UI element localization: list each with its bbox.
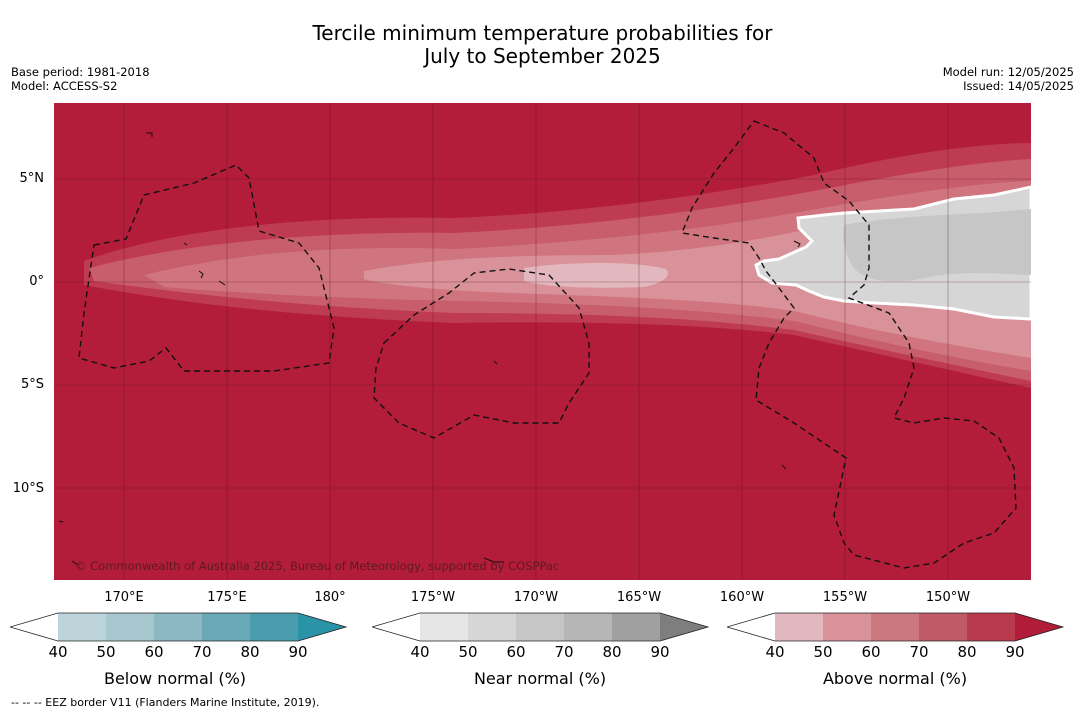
eez-borders xyxy=(78,120,1017,569)
islands xyxy=(58,132,801,566)
cb-above-seg-6 xyxy=(1015,613,1063,641)
cb-near-tick: 70 xyxy=(554,643,574,661)
cb-near-label: Near normal (%) xyxy=(473,669,607,688)
cb-above-seg-2 xyxy=(823,613,871,641)
issued-text: Issued: 14/05/2025 xyxy=(963,79,1074,93)
cb-above-seg-1 xyxy=(775,613,823,641)
cb-below-seg-4 xyxy=(202,613,250,641)
cb-near-seg-3 xyxy=(516,613,564,641)
cb-below-seg-2 xyxy=(106,613,154,641)
cb-above-seg-3 xyxy=(871,613,919,641)
cb-above-tick: 50 xyxy=(813,643,833,661)
island-3 xyxy=(218,280,226,286)
meta-left: Base period: 1981-2018 Model: ACCESS-S2 xyxy=(11,65,150,93)
lon-label-155w: 155°W xyxy=(822,590,868,605)
cb-above-tick: 90 xyxy=(1005,643,1025,661)
colorbar-above-normal xyxy=(727,612,1065,642)
cb-above-seg-0 xyxy=(727,613,775,641)
cb-below-seg-1 xyxy=(58,613,106,641)
lat-label-0: 0° xyxy=(29,274,44,289)
cb-below-tick: 50 xyxy=(96,643,116,661)
cb-above-seg-4 xyxy=(919,613,967,641)
cb-near-tick: 50 xyxy=(458,643,478,661)
lon-label-165w: 165°W xyxy=(616,590,662,605)
lon-label-180: 180° xyxy=(314,590,346,605)
island-4 xyxy=(793,240,801,248)
island-8 xyxy=(71,560,79,566)
map-title: Tercile minimum temperature probabilitie… xyxy=(0,22,1085,68)
island-1 xyxy=(183,242,188,246)
cb-below-seg-0 xyxy=(10,613,58,641)
cb-near-seg-6 xyxy=(660,613,708,641)
island-2 xyxy=(198,270,204,279)
island-6 xyxy=(483,557,504,563)
cb-above-tick: 70 xyxy=(909,643,929,661)
base-period-text: Base period: 1981-2018 xyxy=(11,65,150,79)
cb-near-tick: 60 xyxy=(506,643,526,661)
cb-near-seg-0 xyxy=(372,613,420,641)
cb-near-seg-4 xyxy=(564,613,612,641)
eez-line-islands xyxy=(681,120,1017,569)
lon-label-170e: 170°E xyxy=(104,590,144,605)
near-normal-60 xyxy=(843,209,1031,282)
probability-map xyxy=(54,103,1031,580)
lon-label-160w: 160°W xyxy=(719,590,765,605)
band-above-40-patch xyxy=(524,262,668,288)
cb-below-tick: 70 xyxy=(192,643,212,661)
cb-below-seg-5 xyxy=(250,613,298,641)
cb-near-tick: 90 xyxy=(650,643,670,661)
island-banaba xyxy=(146,132,153,137)
graticule xyxy=(54,103,1031,580)
island-5 xyxy=(493,360,498,365)
cb-above-label: Above normal (%) xyxy=(822,669,968,688)
cb-below-tick: 90 xyxy=(288,643,308,661)
cb-above-seg-5 xyxy=(967,613,1015,641)
cb-below-tick: 60 xyxy=(144,643,164,661)
cb-near-seg-1 xyxy=(420,613,468,641)
cb-near-tick: 80 xyxy=(602,643,622,661)
cb-near-seg-2 xyxy=(468,613,516,641)
eez-phoenix xyxy=(373,268,590,439)
cb-below-seg-6 xyxy=(298,613,346,641)
lon-label-150w: 150°W xyxy=(925,590,971,605)
eez-kiribati-gilbert xyxy=(78,164,335,372)
copyright-notice: © Commonwealth of Australia 2025, Bureau… xyxy=(75,559,560,573)
cb-near-seg-5 xyxy=(612,613,660,641)
eez-footnote: -- -- -- EEZ border V11 (Flanders Marine… xyxy=(11,696,320,709)
cb-near-tick: 40 xyxy=(410,643,430,661)
lon-label-170w: 170°W xyxy=(513,590,559,605)
lat-label-5s: 5°S xyxy=(20,377,44,392)
title-line-1: Tercile minimum temperature probabilitie… xyxy=(312,21,773,45)
colorbar-below-normal xyxy=(10,612,348,642)
cb-above-tick: 40 xyxy=(765,643,785,661)
lon-label-175w: 175°W xyxy=(410,590,456,605)
model-run-text: Model run: 12/05/2025 xyxy=(942,65,1074,79)
lat-label-10s: 10°S xyxy=(12,481,44,496)
cb-below-tick: 80 xyxy=(240,643,260,661)
cb-above-tick: 60 xyxy=(861,643,881,661)
model-text: Model: ACCESS-S2 xyxy=(11,79,118,93)
cb-above-tick: 80 xyxy=(957,643,977,661)
meta-right: Model run: 12/05/2025 Issued: 14/05/2025 xyxy=(943,65,1074,93)
lat-label-5n: 5°N xyxy=(19,171,45,186)
island-7 xyxy=(58,520,64,523)
cb-below-seg-3 xyxy=(154,613,202,641)
cb-below-tick: 40 xyxy=(48,643,68,661)
title-line-2: July to September 2025 xyxy=(424,44,661,68)
island-9 xyxy=(781,464,787,470)
colorbar-near-normal xyxy=(372,612,710,642)
lon-label-175e: 175°E xyxy=(207,590,247,605)
cb-below-label: Below normal (%) xyxy=(103,669,247,688)
